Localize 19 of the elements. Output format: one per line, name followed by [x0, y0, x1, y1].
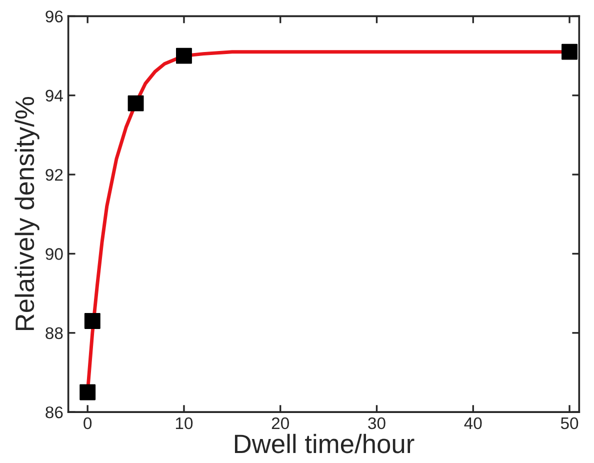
x-tick-label: 30	[368, 417, 386, 430]
y-tick-label: 88	[46, 327, 63, 340]
point	[84, 313, 100, 329]
point	[562, 44, 578, 60]
y-axis-title: Relatively density/%	[14, 97, 40, 330]
x-tick-label: 50	[560, 417, 578, 430]
point	[80, 384, 96, 400]
x-tick-label: 40	[464, 417, 482, 430]
point	[128, 95, 144, 112]
y-tick-label: 92	[46, 168, 63, 181]
x-tick-label: 10	[176, 417, 193, 430]
point	[176, 48, 192, 64]
y-tick-label: 96	[46, 10, 63, 22]
x-tick-label: 0	[84, 417, 92, 430]
x-tick-label: 20	[272, 417, 289, 430]
y-tick-label: 90	[46, 248, 63, 260]
y-tick-label: 86	[46, 406, 63, 418]
y-tick-label: 94	[46, 90, 63, 102]
x-axis-title: Dwell time/hour	[234, 434, 414, 454]
